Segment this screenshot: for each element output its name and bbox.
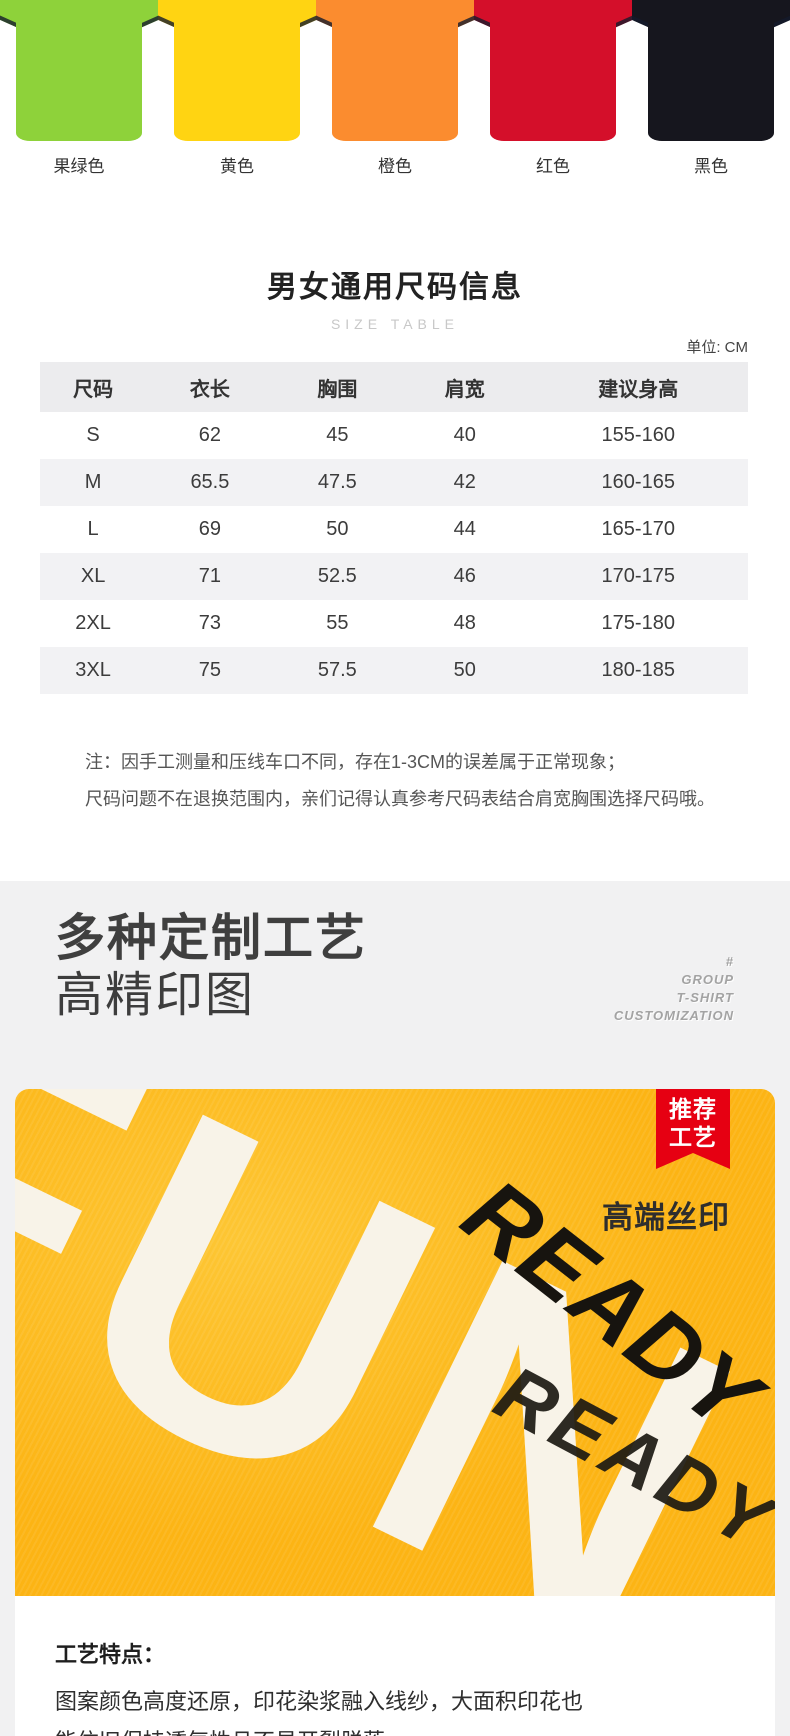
cell-shoulder: 44 [453, 518, 476, 540]
tshirt-photo-red [474, 0, 632, 146]
cell-height: 170-175 [601, 565, 675, 587]
craft-side-caption: # GROUP T-SHIRT CUSTOMIZATION [614, 953, 734, 1025]
craft-heading-line1: 多种定制工艺 [55, 910, 367, 966]
craft-side-line2: T-SHIRT [676, 990, 734, 1005]
tshirt-body [331, 0, 459, 141]
craft-type-label: 高端丝印 [602, 1200, 730, 1235]
cell-chest: 47.5 [317, 471, 357, 493]
col-header-shoulder: 肩宽 [401, 362, 529, 412]
cell-length: 62 [198, 424, 222, 446]
size-table-header-row: 尺码 衣长 胸围 肩宽 建议身高 [40, 362, 748, 412]
color-label: 橙色 [378, 157, 412, 176]
col-header-height: 建议身高 [528, 362, 748, 412]
color-option-yellow: 黄色 [158, 0, 316, 176]
cell-size: 2XL [75, 612, 111, 634]
col-header-size: 尺码 [40, 362, 147, 412]
tshirt-body [647, 0, 775, 141]
cell-height: 180-185 [601, 659, 675, 681]
cell-height: 155-160 [601, 424, 675, 446]
cell-chest: 57.5 [317, 659, 357, 681]
size-section-subtitle: SIZE TABLE [330, 316, 460, 332]
craft-side-line1: GROUP [681, 972, 734, 987]
cell-length: 69 [198, 518, 222, 540]
color-label: 黄色 [220, 157, 254, 176]
craft-heading-line2: 高精印图 [55, 969, 256, 1022]
color-label: 果绿色 [53, 157, 105, 176]
cell-length: 75 [198, 659, 222, 681]
craft-features: 工艺特点： 图案颜色高度还原，印花染浆融入线纱，大面积印花也 能依旧保持透气性且… [15, 1596, 775, 1736]
cell-chest: 55 [326, 612, 349, 634]
size-notes: 注：因手工测量和压线车口不同，存在1-3CM的误差属于正常现象； 尺码问题不在退… [85, 744, 730, 818]
craft-header: 多种定制工艺 高精印图 # GROUP T-SHIRT CUSTOMIZATIO… [0, 909, 790, 1025]
color-options-row: 果绿色 黄色 橙色 红色 [0, 0, 790, 176]
color-label: 黑色 [694, 157, 728, 176]
ribbon-line1: 推荐 [669, 1096, 717, 1122]
cell-shoulder: 46 [453, 565, 476, 587]
table-row: L 69 50 44 165-170 [40, 506, 748, 553]
tshirt-body [489, 0, 617, 141]
color-option-red: 红色 [474, 0, 632, 176]
unit-label: 单位: CM [686, 339, 748, 356]
cell-length: 71 [198, 565, 222, 587]
ribbon-line2: 工艺 [669, 1124, 717, 1150]
cell-height: 160-165 [601, 471, 675, 493]
cell-chest: 45 [326, 424, 349, 446]
col-header-chest: 胸围 [273, 362, 402, 412]
cell-chest: 52.5 [317, 565, 357, 587]
cell-chest: 50 [326, 518, 349, 540]
color-option-orange: 橙色 [316, 0, 474, 176]
table-row: 2XL 73 55 48 175-180 [40, 600, 748, 647]
craft-side-line3: CUSTOMIZATION [613, 1008, 734, 1023]
cell-shoulder: 40 [453, 424, 476, 446]
size-info-section: 男女通用尺码信息 SIZE TABLE 单位: CM 尺码 衣长 胸围 肩宽 建… [0, 170, 790, 881]
tshirt-photo-orange [316, 0, 474, 146]
tshirt-body [173, 0, 301, 141]
craft-side-hash: # [725, 954, 734, 969]
color-label: 红色 [536, 157, 570, 176]
recommended-ribbon-badge: 推荐 工艺 [656, 1089, 730, 1169]
features-line2: 能依旧保持透气性且不易开裂脱落 [55, 1722, 735, 1736]
size-note-line2: 尺码问题不在退换范围内，亲们记得认真参考尺码表结合肩宽胸围选择尺码哦。 [85, 789, 715, 809]
table-row: XL 71 52.5 46 170-175 [40, 553, 748, 600]
craft-card: FUN READY READY 推荐 工艺 高端丝印 工艺特点： 图案颜色高度还… [15, 1089, 775, 1736]
features-title: 工艺特点： [55, 1642, 166, 1667]
cell-size: XL [80, 565, 106, 587]
col-header-length: 衣长 [146, 362, 274, 412]
cell-size: 3XL [75, 659, 111, 681]
table-row: 3XL 75 57.5 50 180-185 [40, 647, 748, 694]
cell-shoulder: 50 [453, 659, 476, 681]
cell-size: S [86, 424, 100, 446]
craft-heading: 多种定制工艺 高精印图 [55, 909, 367, 1025]
cell-size: M [84, 471, 102, 493]
color-option-green: 果绿色 [0, 0, 158, 176]
tshirt-body [15, 0, 143, 141]
silkscreen-print-photo: FUN READY READY 推荐 工艺 高端丝印 [15, 1089, 775, 1596]
tshirt-photo-green [0, 0, 158, 146]
color-option-black: 黑色 [632, 0, 790, 176]
cell-shoulder: 42 [453, 471, 476, 493]
cell-length: 73 [198, 612, 222, 634]
table-row: S 62 45 40 155-160 [40, 412, 748, 459]
craft-section: 多种定制工艺 高精印图 # GROUP T-SHIRT CUSTOMIZATIO… [0, 881, 790, 1736]
cell-height: 175-180 [601, 612, 675, 634]
features-line1: 图案颜色高度还原，印花染浆融入线纱，大面积印花也 [55, 1689, 584, 1714]
tshirt-photo-yellow [158, 0, 316, 146]
cell-length: 65.5 [190, 471, 230, 493]
size-table: 尺码 衣长 胸围 肩宽 建议身高 S 62 45 40 155-160 M 65 [40, 362, 748, 694]
cell-height: 165-170 [601, 518, 675, 540]
size-section-title: 男女通用尺码信息 [267, 271, 523, 304]
cell-shoulder: 48 [453, 612, 476, 634]
size-note-line1: 注：因手工测量和压线车口不同，存在1-3CM的误差属于正常现象； [85, 752, 626, 772]
tshirt-photo-black [632, 0, 790, 146]
cell-size: L [87, 518, 99, 540]
table-row: M 65.5 47.5 42 160-165 [40, 459, 748, 506]
